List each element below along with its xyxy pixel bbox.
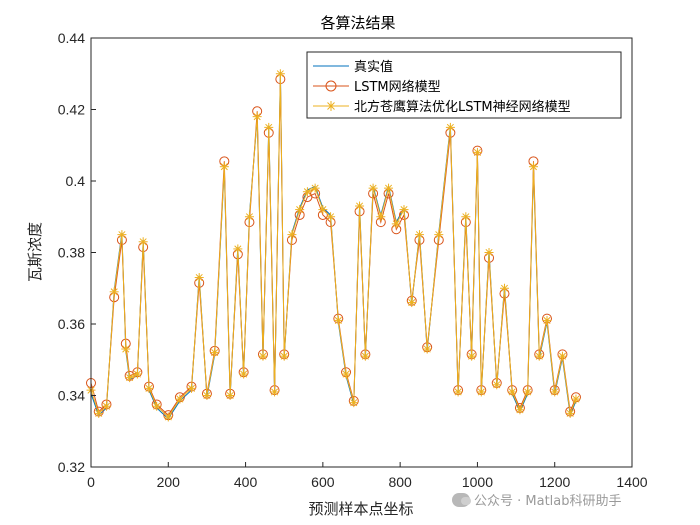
data-point-ngo-lstm <box>528 162 538 172</box>
data-point-ngo-lstm <box>368 183 378 193</box>
data-point-ngo-lstm <box>264 122 274 132</box>
y-tick-label: 0.42 <box>58 102 85 118</box>
data-point-ngo-lstm <box>310 183 320 193</box>
legend-box <box>306 51 622 119</box>
x-tick-label: 1400 <box>616 474 647 490</box>
y-tick-label: 0.32 <box>58 459 85 475</box>
data-point-ngo-lstm <box>414 230 424 240</box>
data-point-ngo-lstm <box>453 387 463 397</box>
data-point-ngo-lstm <box>384 183 394 193</box>
data-point-ngo-lstm <box>391 219 401 229</box>
data-point-ngo-lstm <box>341 369 351 379</box>
data-point-ngo-lstm <box>326 212 336 222</box>
data-point-ngo-lstm <box>258 351 268 361</box>
data-point-ngo-lstm <box>270 387 280 397</box>
data-point-ngo-lstm <box>163 412 173 422</box>
legend: 真实值 LSTM网络模型 北方苍鹰算法优化LSTM神经网络模型 <box>306 51 622 119</box>
data-point-ngo-lstm <box>550 387 560 397</box>
y-tick-label: 0.36 <box>58 316 85 332</box>
x-tick-label: 400 <box>234 474 258 490</box>
data-point-ngo-lstm <box>515 405 525 415</box>
data-point-ngo-lstm <box>275 69 285 79</box>
data-point-ngo-lstm <box>252 112 262 122</box>
legend-marker-ngo-lstm <box>326 101 336 111</box>
data-point-ngo-lstm <box>557 351 567 361</box>
data-point-ngo-lstm <box>461 212 471 222</box>
data-point-ngo-lstm <box>484 248 494 257</box>
x-tick-label: 800 <box>388 474 412 490</box>
data-point-ngo-lstm <box>407 298 417 308</box>
legend-label-true: 真实值 <box>354 59 393 75</box>
data-point-ngo-lstm <box>239 369 249 379</box>
legend-label-ngo-lstm: 北方苍鹰算法优化LSTM神经网络模型 <box>354 99 571 115</box>
data-point-ngo-lstm <box>202 391 212 400</box>
data-point-ngo-lstm <box>571 394 581 404</box>
data-point-ngo-lstm <box>152 401 162 411</box>
y-tick-label: 0.4 <box>66 173 86 189</box>
tick-layer: 0 200 400 600 800 1000 1200 1400 0.32 0.34 0.36 0.3… <box>58 30 648 490</box>
data-point-ngo-lstm <box>117 230 127 240</box>
data-point-ngo-lstm <box>295 205 305 215</box>
data-point-ngo-lstm <box>302 187 312 197</box>
data-point-ngo-lstm <box>422 344 432 354</box>
data-point-ngo-lstm <box>355 201 365 211</box>
data-point-ngo-lstm <box>333 315 343 325</box>
data-point-ngo-lstm <box>225 391 235 400</box>
series-layer <box>86 69 581 422</box>
data-point-ngo-lstm <box>279 351 289 361</box>
data-point-ngo-lstm <box>132 369 142 379</box>
data-point-ngo-lstm <box>565 408 575 418</box>
data-point-ngo-lstm <box>219 162 229 172</box>
x-tick-label: 200 <box>157 474 181 490</box>
data-point-ngo-lstm <box>109 287 119 297</box>
data-point-ngo-lstm <box>233 244 243 254</box>
legend-marker-lstm <box>325 80 337 92</box>
data-point-ngo-lstm <box>376 212 386 222</box>
data-point-ngo-lstm <box>542 315 552 325</box>
y-axis-label: 瓦斯浓度 <box>26 222 44 282</box>
data-point-ngo-lstm <box>144 383 154 393</box>
data-point-ngo-lstm <box>492 380 502 390</box>
x-tick-label: 0 <box>87 474 95 490</box>
watermark-text: 公众号 · Matlab科研助手 <box>474 494 622 509</box>
data-point-ngo-lstm <box>244 212 254 222</box>
data-point-ngo-lstm <box>121 344 131 354</box>
data-point-ngo-lstm <box>499 283 509 293</box>
data-point-ngo-lstm <box>175 394 185 404</box>
y-tick-label: 0.38 <box>58 245 85 261</box>
data-point-ngo-lstm <box>476 387 486 397</box>
data-point-ngo-lstm <box>101 401 111 411</box>
data-point-ngo-lstm <box>472 147 482 157</box>
data-point-ngo-lstm <box>507 387 517 397</box>
data-point-ngo-lstm <box>467 351 477 361</box>
data-point-ngo-lstm <box>186 383 196 393</box>
data-point-ngo-lstm <box>125 373 135 383</box>
data-point-ngo-lstm <box>360 351 370 361</box>
x-tick-label: 1200 <box>539 474 570 490</box>
x-axis-label: 预测样本点坐标 <box>308 500 413 518</box>
legend-label-lstm: LSTM网络模型 <box>354 79 441 95</box>
data-point-ngo-lstm <box>318 205 328 215</box>
chart-title: 各算法结果 <box>320 14 395 32</box>
data-point-ngo-lstm <box>399 205 409 215</box>
x-tick-label: 1000 <box>462 474 493 490</box>
x-tick-label: 600 <box>311 474 335 490</box>
wechat-icon <box>452 492 471 507</box>
data-point-ngo-lstm <box>287 230 297 240</box>
data-point-ngo-lstm <box>210 348 220 358</box>
y-tick-label: 0.34 <box>58 388 85 404</box>
data-point-ngo-lstm <box>445 122 455 132</box>
data-point-ngo-lstm <box>349 398 359 408</box>
data-point-ngo-lstm <box>94 408 104 418</box>
data-point-ngo-lstm <box>534 351 544 361</box>
data-point-ngo-lstm <box>138 237 148 247</box>
data-point-ngo-lstm <box>434 230 444 240</box>
y-tick-label: 0.44 <box>58 30 85 46</box>
data-point-ngo-lstm <box>523 387 533 397</box>
data-point-ngo-lstm <box>194 273 204 283</box>
watermark: 公众号 · Matlab科研助手 <box>452 490 622 509</box>
